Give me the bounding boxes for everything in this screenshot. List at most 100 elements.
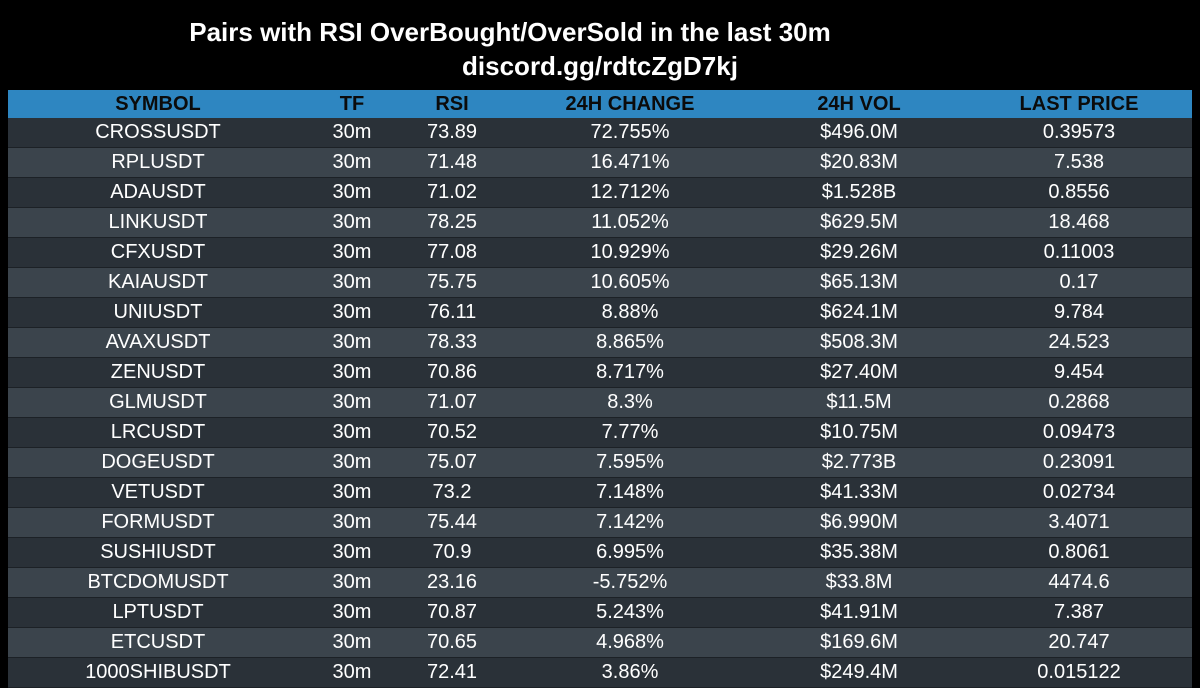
cell-24h-change: 4.968% — [596, 631, 664, 653]
cell-last-price: 18.468 — [1048, 211, 1110, 233]
cell-rsi: 75.07 — [426, 451, 478, 473]
cell-last-price: 0.2868 — [1048, 391, 1110, 413]
cell-tf: 30m — [332, 661, 372, 683]
cell-last-price: 20.747 — [1048, 631, 1110, 653]
cell-24h-change: 10.929% — [590, 241, 670, 263]
cell-rsi: 75.44 — [426, 511, 478, 533]
table-row: UNIUSDT 30m 76.11 8.88% $624.1M 9.784 — [8, 297, 1192, 328]
rsi-table: SYMBOL TF RSI 24H CHANGE 24H VOL LAST PRICE C… — [8, 90, 1192, 688]
cell-last-price: 0.23091 — [1042, 451, 1116, 473]
cell-rsi: 73.89 — [426, 121, 478, 143]
table-row: 1000SHIBUSDT 30m 72.41 3.86% $249.4M 0.015122 — [8, 657, 1192, 688]
cell-tf: 30m — [332, 451, 372, 473]
cell-symbol: KAIAUSDT — [107, 271, 209, 293]
cell-last-price: 0.015122 — [1037, 661, 1121, 683]
cell-tf: 30m — [332, 391, 372, 413]
table-row: LPTUSDT 30m 70.87 5.243% $41.91M 7.387 — [8, 597, 1192, 628]
cell-24h-change: 7.595% — [596, 451, 664, 473]
cell-rsi: 75.75 — [426, 271, 478, 293]
column-header-24h-change: 24H CHANGE — [565, 93, 695, 115]
cell-last-price: 9.454 — [1053, 361, 1105, 383]
cell-tf: 30m — [332, 631, 372, 653]
table-body: CROSSUSDT 30m 73.89 72.755% $496.0M 0.39573 RP… — [8, 118, 1192, 688]
cell-symbol: DOGEUSDT — [101, 451, 215, 473]
cell-symbol: LRCUSDT — [110, 421, 206, 443]
cell-symbol: LINKUSDT — [108, 211, 208, 233]
cell-24h-change: 8.865% — [596, 331, 664, 353]
cell-24h-change: 8.717% — [596, 361, 664, 383]
table-row: FORMUSDT 30m 75.44 7.142% $6.990M 3.4071 — [8, 507, 1192, 538]
cell-rsi: 71.02 — [426, 181, 478, 203]
cell-24h-change: 8.88% — [601, 301, 659, 323]
table-header-row: SYMBOL TF RSI 24H CHANGE 24H VOL LAST PRICE — [8, 90, 1192, 118]
cell-tf: 30m — [332, 301, 372, 323]
discord-link[interactable]: discord.gg/rdtcZgD7kj — [462, 51, 738, 81]
cell-24h-change: 72.755% — [590, 121, 670, 143]
cell-symbol: SUSHIUSDT — [100, 541, 216, 563]
cell-symbol: RPLUSDT — [111, 151, 205, 173]
cell-tf: 30m — [332, 481, 372, 503]
cell-last-price: 0.8061 — [1048, 541, 1110, 563]
cell-rsi: 70.9 — [432, 541, 472, 563]
cell-24h-vol: $65.13M — [820, 271, 898, 293]
cell-24h-vol: $11.5M — [826, 391, 892, 413]
cell-last-price: 0.8556 — [1048, 181, 1110, 203]
cell-24h-vol: $20.83M — [820, 151, 898, 173]
cell-24h-vol: $35.38M — [820, 541, 898, 563]
table-row: VETUSDT 30m 73.2 7.148% $41.33M 0.02734 — [8, 477, 1192, 508]
table-row: BTCDOMUSDT 30m 23.16 -5.752% $33.8M 4474.6 — [8, 567, 1192, 598]
column-header-rsi: RSI — [435, 93, 469, 115]
cell-symbol: UNIUSDT — [113, 301, 203, 323]
cell-24h-vol: $41.91M — [820, 601, 898, 623]
cell-24h-vol: $33.8M — [825, 571, 893, 593]
cell-tf: 30m — [332, 421, 372, 443]
cell-last-price: 7.387 — [1053, 601, 1105, 623]
cell-tf: 30m — [332, 241, 372, 263]
cell-symbol: AVAXUSDT — [105, 331, 211, 353]
cell-symbol: FORMUSDT — [101, 511, 215, 533]
cell-24h-vol: $6.990M — [820, 511, 898, 533]
table-row: DOGEUSDT 30m 75.07 7.595% $2.773B 0.23091 — [8, 447, 1192, 478]
cell-last-price: 0.02734 — [1042, 481, 1116, 503]
table-row: CFXUSDT 30m 77.08 10.929% $29.26M 0.11003 — [8, 237, 1192, 268]
cell-tf: 30m — [332, 271, 372, 293]
cell-tf: 30m — [332, 571, 372, 593]
cell-symbol: CFXUSDT — [110, 241, 206, 263]
page-title: Pairs with RSI OverBought/OverSold in th… — [189, 17, 831, 47]
cell-tf: 30m — [332, 361, 372, 383]
cell-rsi: 71.48 — [426, 151, 478, 173]
cell-24h-change: 3.86% — [601, 661, 659, 683]
cell-last-price: 3.4071 — [1048, 511, 1110, 533]
cell-tf: 30m — [332, 601, 372, 623]
cell-tf: 30m — [332, 211, 372, 233]
cell-symbol: BTCDOMUSDT — [87, 571, 229, 593]
table-row: SUSHIUSDT 30m 70.9 6.995% $35.38M 0.8061 — [8, 537, 1192, 568]
cell-last-price: 7.538 — [1053, 151, 1105, 173]
table-row: ADAUSDT 30m 71.02 12.712% $1.528B 0.8556 — [8, 177, 1192, 208]
cell-rsi: 76.11 — [427, 301, 477, 323]
cell-symbol: ADAUSDT — [110, 181, 206, 203]
rsi-table-container: SYMBOL TF RSI 24H CHANGE 24H VOL LAST PRICE C… — [8, 90, 1192, 688]
cell-symbol: ETCUSDT — [110, 631, 206, 653]
cell-24h-vol: $1.528B — [821, 181, 897, 203]
cell-symbol: CROSSUSDT — [95, 121, 221, 143]
table-row: LRCUSDT 30m 70.52 7.77% $10.75M 0.09473 — [8, 417, 1192, 448]
cell-rsi: 23.16 — [426, 571, 478, 593]
table-row: KAIAUSDT 30m 75.75 10.605% $65.13M 0.17 — [8, 267, 1192, 298]
cell-symbol: VETUSDT — [111, 481, 205, 503]
cell-tf: 30m — [332, 541, 372, 563]
cell-24h-change: -5.752% — [592, 571, 668, 593]
cell-last-price: 9.784 — [1053, 301, 1105, 323]
cell-rsi: 70.86 — [426, 361, 478, 383]
cell-24h-vol: $10.75M — [820, 421, 898, 443]
cell-24h-change: 16.471% — [590, 151, 670, 173]
cell-rsi: 71.07 — [426, 391, 478, 413]
cell-24h-vol: $629.5M — [820, 211, 898, 233]
cell-24h-vol: $169.6M — [820, 631, 898, 653]
table-row: ETCUSDT 30m 70.65 4.968% $169.6M 20.747 — [8, 627, 1192, 658]
cell-last-price: 24.523 — [1048, 331, 1110, 353]
cell-24h-change: 6.995% — [596, 541, 664, 563]
column-header-last-price: LAST PRICE — [1019, 93, 1139, 115]
table-row: CROSSUSDT 30m 73.89 72.755% $496.0M 0.39573 — [8, 118, 1192, 148]
cell-24h-vol: $508.3M — [820, 331, 898, 353]
